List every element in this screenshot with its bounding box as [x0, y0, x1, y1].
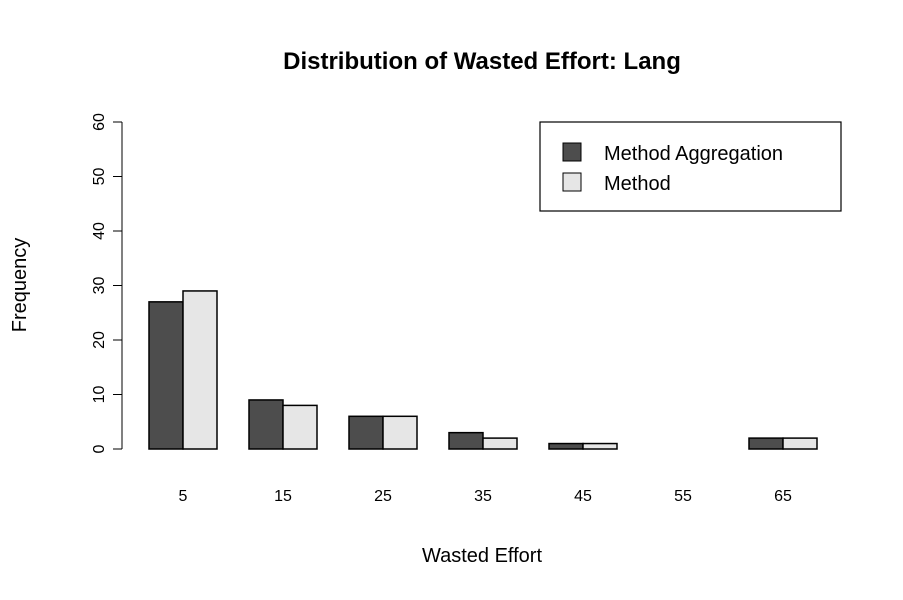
x-tick-labels: 5 15 25 35 45 55 65 [179, 488, 792, 505]
legend-swatch-method [562, 172, 582, 192]
bar-method-aggregation-5 [148, 301, 184, 450]
bar-method-aggregation-25 [348, 415, 384, 450]
y-tick-label: 0 [91, 444, 108, 453]
y-tick-label: 30 [91, 277, 108, 295]
bar-method-25 [382, 415, 418, 450]
x-axis-label: Wasted Effort [422, 545, 542, 567]
bar-method-45 [582, 442, 618, 450]
legend: Method Aggregation Method [539, 121, 842, 212]
bar-method-aggregation-45 [548, 442, 584, 450]
x-tick-label: 25 [374, 488, 392, 505]
y-axis-label: Frequency [9, 238, 31, 333]
bars [148, 290, 818, 450]
y-tick-label: 40 [91, 222, 108, 240]
bar-method-65 [782, 437, 818, 450]
y-tick-label: 10 [91, 386, 108, 404]
bar-method-35 [482, 437, 518, 450]
x-tick-label: 45 [574, 488, 592, 505]
chart-title: Distribution of Wasted Effort: Lang [283, 48, 681, 75]
bar-method-aggregation-15 [248, 399, 284, 450]
bar-method-15 [282, 404, 318, 450]
legend-label-method: Method [604, 173, 671, 195]
x-tick-label: 15 [274, 488, 292, 505]
y-tick-label: 50 [91, 168, 108, 186]
bar-method-5 [182, 290, 218, 450]
x-tick-label: 35 [474, 488, 492, 505]
bar-method-aggregation-65 [748, 437, 784, 450]
x-tick-label: 65 [774, 488, 792, 505]
legend-swatch-method-aggregation [562, 142, 582, 162]
legend-label-method-aggregation: Method Aggregation [604, 143, 783, 165]
bar-method-aggregation-35 [448, 431, 484, 450]
x-tick-label: 5 [179, 488, 188, 505]
legend-box [539, 121, 842, 212]
y-tick-label: 20 [91, 331, 108, 349]
x-tick-label: 55 [674, 488, 692, 505]
y-tick-label: 60 [91, 113, 108, 131]
y-axis: 0 10 20 30 40 50 60 [91, 113, 123, 453]
